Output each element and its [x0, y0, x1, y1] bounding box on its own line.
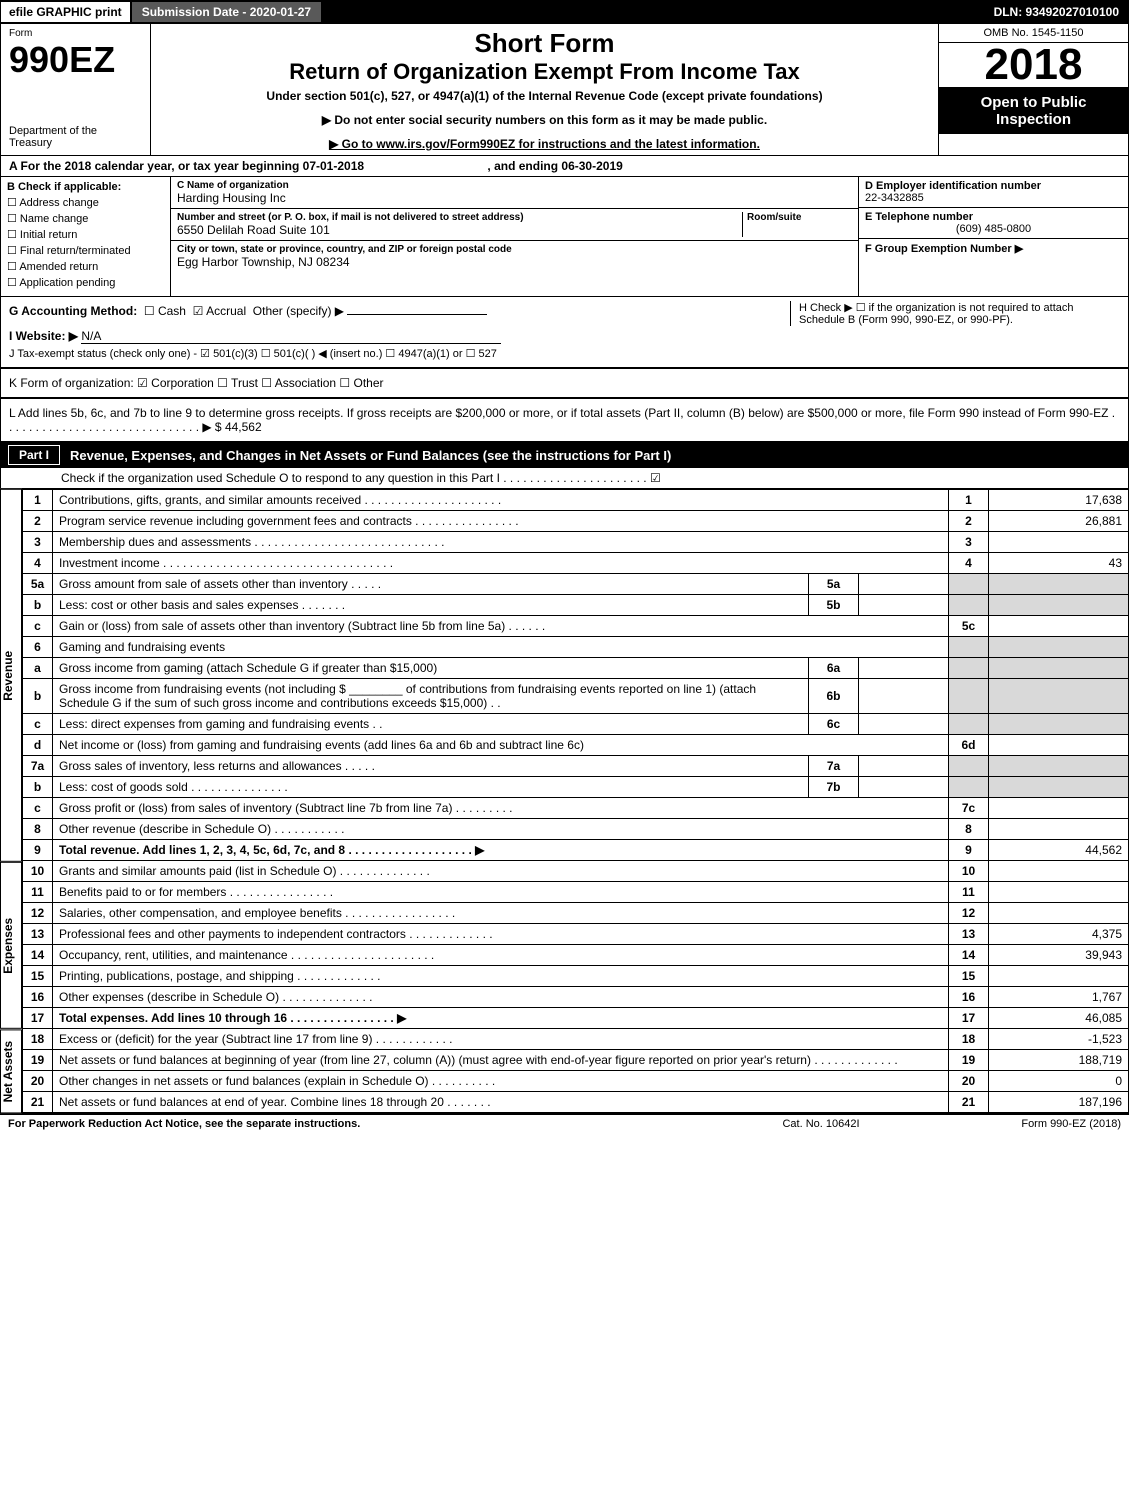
chk-final-return[interactable]: ☐ Final return/terminated: [7, 244, 164, 257]
street-row: Number and street (or P. O. box, if mail…: [171, 209, 858, 241]
open-to-public: Open to PublicInspection: [939, 88, 1128, 134]
line-k: K Form of organization: ☑ Corporation ☐ …: [9, 376, 1120, 390]
main-title: Return of Organization Exempt From Incom…: [161, 59, 928, 85]
line-i: I Website: ▶ N/A: [9, 329, 1120, 344]
footer-form-id: Form 990-EZ (2018): [921, 1118, 1121, 1130]
line-5a: 5aGross amount from sale of assets other…: [23, 574, 1129, 595]
line-2: 2Program service revenue including gover…: [23, 511, 1129, 532]
line-15: 15Printing, publications, postage, and s…: [23, 966, 1129, 987]
line-12: 12Salaries, other compensation, and empl…: [23, 903, 1129, 924]
box-b: B Check if applicable: ☐ Address change …: [1, 177, 171, 296]
line-9: 9Total revenue. Add lines 1, 2, 3, 4, 5c…: [23, 840, 1129, 861]
part-1-table: 1Contributions, gifts, grants, and simil…: [22, 489, 1129, 1113]
side-net-assets: Net Assets: [0, 1029, 22, 1113]
box-d: D Employer identification number 22-3432…: [859, 177, 1128, 208]
line-3: 3Membership dues and assessments . . . .…: [23, 532, 1129, 553]
line-5c: cGain or (loss) from sale of assets othe…: [23, 616, 1129, 637]
ein-value: 22-3432885: [865, 192, 924, 204]
line-6d: dNet income or (loss) from gaming and fu…: [23, 735, 1129, 756]
form-number-block: Form 990EZ Department of the Treasury: [1, 24, 151, 155]
line-13: 13Professional fees and other payments t…: [23, 924, 1129, 945]
city-value: Egg Harbor Township, NJ 08234: [177, 255, 350, 269]
short-form-title: Short Form: [161, 28, 928, 59]
lines-g-through-l: H Check ▶ ☐ if the organization is not r…: [0, 297, 1129, 368]
tax-period-bar: A For the 2018 calendar year, or tax yea…: [0, 156, 1129, 177]
dln-label: DLN: 93492027010100: [984, 2, 1129, 22]
phone-value: (609) 485-0800: [865, 223, 1122, 235]
line-8: 8Other revenue (describe in Schedule O) …: [23, 819, 1129, 840]
org-name-label: C Name of organization: [177, 180, 852, 191]
line-14: 14Occupancy, rent, utilities, and mainte…: [23, 945, 1129, 966]
footer-cat-no: Cat. No. 10642I: [721, 1118, 921, 1130]
chk-amended-return[interactable]: ☐ Amended return: [7, 260, 164, 273]
line-21: 21Net assets or fund balances at end of …: [23, 1092, 1129, 1113]
line-7a: 7aGross sales of inventory, less returns…: [23, 756, 1129, 777]
page-footer: For Paperwork Reduction Act Notice, see …: [0, 1113, 1129, 1133]
org-name-row: C Name of organization Harding Housing I…: [171, 177, 858, 209]
box-b-header: B Check if applicable:: [7, 181, 164, 193]
side-expenses: Expenses: [0, 862, 22, 1029]
boxes-d-e-f: D Employer identification number 22-3432…: [858, 177, 1128, 296]
website-value: N/A: [81, 329, 501, 344]
line-19: 19Net assets or fund balances at beginni…: [23, 1050, 1129, 1071]
org-name-value: Harding Housing Inc: [177, 191, 286, 205]
part-1-title: Revenue, Expenses, and Changes in Net As…: [70, 448, 671, 463]
street-value: 6550 Delilah Road Suite 101: [177, 223, 330, 237]
side-revenue: Revenue: [0, 489, 22, 862]
part-1-body: Revenue Expenses Net Assets 1Contributio…: [0, 489, 1129, 1113]
period-end: , and ending 06-30-2019: [487, 159, 622, 173]
line-11: 11Benefits paid to or for members . . . …: [23, 882, 1129, 903]
box-e: E Telephone number (609) 485-0800: [859, 208, 1128, 239]
line-1: 1Contributions, gifts, grants, and simil…: [23, 490, 1129, 511]
line-l: L Add lines 5b, 6c, and 7b to line 9 to …: [9, 406, 1120, 434]
line-6b: bGross income from fundraising events (n…: [23, 679, 1129, 714]
dept-treasury: Department of the Treasury: [9, 125, 142, 149]
instruction-line-1: ▶ Do not enter social security numbers o…: [161, 113, 928, 127]
tax-year: 2018: [939, 43, 1128, 88]
chk-address-change[interactable]: ☐ Address change: [7, 196, 164, 209]
line-20: 20Other changes in net assets or fund ba…: [23, 1071, 1129, 1092]
line-16: 16Other expenses (describe in Schedule O…: [23, 987, 1129, 1008]
period-begin: A For the 2018 calendar year, or tax yea…: [9, 159, 364, 173]
line-7b: bLess: cost of goods sold . . . . . . . …: [23, 777, 1129, 798]
box-f: F Group Exemption Number ▶: [859, 239, 1128, 296]
line-j: J Tax-exempt status (check only one) - ☑…: [9, 347, 1120, 360]
city-label: City or town, state or province, country…: [177, 244, 852, 255]
right-header-column: OMB No. 1545-1150 2018 Open to PublicIns…: [938, 24, 1128, 155]
box-c: C Name of organization Harding Housing I…: [171, 177, 858, 296]
instruction-line-2: ▶ Go to www.irs.gov/Form990EZ for instru…: [161, 137, 928, 151]
line-6a: aGross income from gaming (attach Schedu…: [23, 658, 1129, 679]
efile-print-label: efile GRAPHIC print: [0, 1, 131, 23]
line-k-box: K Form of organization: ☑ Corporation ☐ …: [0, 368, 1129, 398]
line-6c: cLess: direct expenses from gaming and f…: [23, 714, 1129, 735]
subtitle: Under section 501(c), 527, or 4947(a)(1)…: [161, 89, 928, 103]
part-1-label: Part I: [8, 445, 60, 465]
line-l-box: L Add lines 5b, 6c, and 7b to line 9 to …: [0, 398, 1129, 442]
box-h: H Check ▶ ☐ if the organization is not r…: [790, 301, 1120, 326]
room-label: Room/suite: [747, 212, 852, 223]
chk-application-pending[interactable]: ☐ Application pending: [7, 276, 164, 289]
form-word: Form: [9, 28, 142, 39]
footer-left: For Paperwork Reduction Act Notice, see …: [8, 1118, 721, 1130]
line-6: 6Gaming and fundraising events: [23, 637, 1129, 658]
top-bar: efile GRAPHIC print Submission Date - 20…: [0, 0, 1129, 24]
part-1-header: Part I Revenue, Expenses, and Changes in…: [0, 442, 1129, 468]
title-column: Short Form Return of Organization Exempt…: [151, 24, 938, 155]
line-17: 17Total expenses. Add lines 10 through 1…: [23, 1008, 1129, 1029]
line-7c: cGross profit or (loss) from sales of in…: [23, 798, 1129, 819]
street-label: Number and street (or P. O. box, if mail…: [177, 212, 742, 223]
line-5b: bLess: cost or other basis and sales exp…: [23, 595, 1129, 616]
info-grid: B Check if applicable: ☐ Address change …: [0, 177, 1129, 297]
line-18: 18Excess or (deficit) for the year (Subt…: [23, 1029, 1129, 1050]
chk-name-change[interactable]: ☐ Name change: [7, 212, 164, 225]
submission-date: Submission Date - 2020-01-27: [131, 1, 322, 23]
chk-initial-return[interactable]: ☐ Initial return: [7, 228, 164, 241]
line-10: 10Grants and similar amounts paid (list …: [23, 861, 1129, 882]
city-row: City or town, state or province, country…: [171, 241, 858, 272]
part-1-check-line: Check if the organization used Schedule …: [0, 468, 1129, 489]
form-header: Form 990EZ Department of the Treasury Sh…: [0, 24, 1129, 156]
line-4: 4Investment income . . . . . . . . . . .…: [23, 553, 1129, 574]
form-990ez: 990EZ: [9, 39, 142, 81]
